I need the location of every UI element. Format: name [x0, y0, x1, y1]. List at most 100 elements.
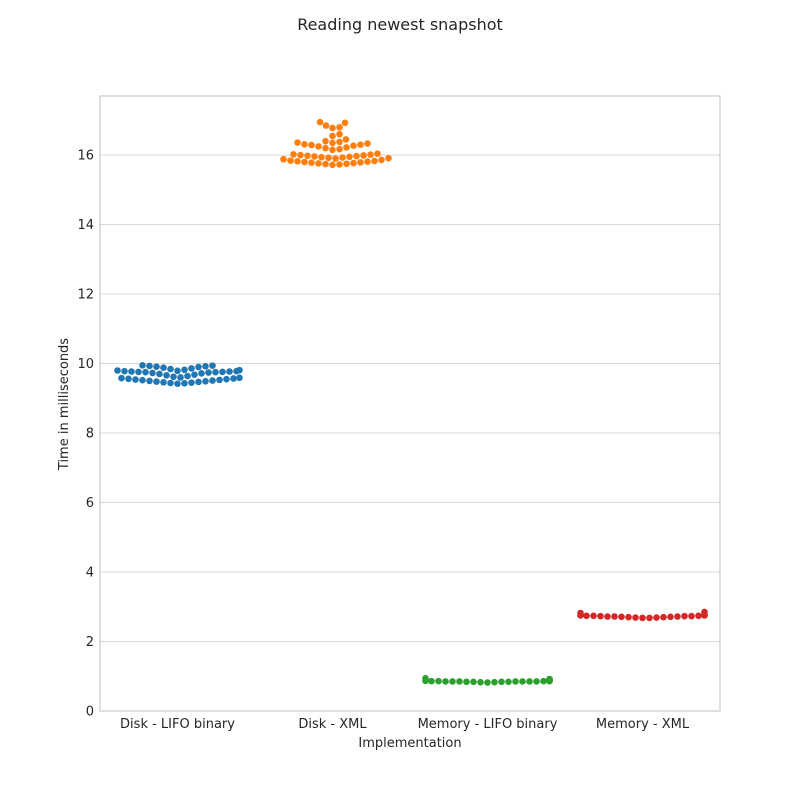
data-point: [160, 364, 167, 372]
x-tick-label: Disk - XML: [298, 717, 367, 732]
data-point: [674, 613, 681, 620]
data-point: [315, 143, 322, 150]
data-point: [540, 677, 547, 685]
data-point: [442, 678, 449, 685]
data-point: [336, 130, 343, 138]
data-point: [209, 377, 216, 384]
data-point: [322, 160, 329, 168]
data-point: [188, 365, 195, 372]
data-point: [153, 363, 160, 370]
data-point: [332, 155, 339, 162]
data-point: [315, 160, 322, 167]
data-point: [512, 678, 519, 685]
data-point: [611, 613, 618, 620]
data-point: [385, 154, 392, 162]
data-point: [322, 137, 329, 145]
data-point: [226, 368, 233, 375]
data-point: [125, 375, 132, 383]
data-point: [209, 362, 216, 369]
y-tick-label: 0: [86, 705, 94, 720]
data-point: [519, 678, 526, 685]
data-point: [287, 157, 294, 164]
data-point: [153, 378, 160, 385]
data-point: [374, 150, 381, 157]
data-point: [290, 151, 297, 158]
data-point: [336, 161, 343, 168]
data-point: [470, 678, 477, 686]
x-tick-label: Memory - LIFO binary: [418, 717, 558, 732]
data-point: [336, 123, 343, 131]
data-point: [364, 158, 371, 165]
data-point: [526, 678, 533, 685]
data-point: [325, 154, 332, 162]
grid-lines: [100, 154, 720, 712]
data-point: [212, 368, 219, 376]
data-point: [311, 153, 318, 160]
data-point: [132, 376, 139, 383]
data-point: [236, 366, 243, 374]
plot-frame: [99, 95, 721, 712]
data-point: [195, 378, 202, 386]
y-tick-label: 10: [77, 357, 94, 372]
data-point: [681, 612, 688, 620]
data-point: [422, 675, 429, 682]
data-point: [463, 678, 470, 686]
data-point: [357, 159, 364, 166]
data-point: [342, 136, 350, 143]
y-axis-ticks: 0 2 4 6 8 10 12 14 16: [77, 149, 94, 720]
data-point: [202, 377, 209, 385]
data-point: [174, 380, 181, 387]
data-point: [219, 368, 226, 376]
data-point: [604, 613, 611, 620]
data-point: [435, 677, 442, 685]
data-point: [533, 678, 540, 685]
data-point: [428, 677, 435, 685]
data-point: [346, 153, 353, 161]
data-point: [618, 613, 625, 621]
data-point: [336, 138, 343, 146]
x-axis-ticks: Disk - LIFO binary Disk - XML Memory - LIF…: [120, 717, 690, 732]
data-point: [177, 374, 184, 381]
data-point: [160, 379, 167, 386]
data-point: [353, 152, 360, 160]
data-point: [343, 144, 350, 151]
x-tick-label: Memory - XML: [596, 717, 690, 732]
data-point: [339, 154, 346, 161]
data-point: [301, 158, 308, 166]
data-point: [477, 678, 484, 686]
data-point: [484, 679, 491, 686]
data-point: [114, 367, 121, 374]
y-tick-label: 16: [77, 149, 94, 164]
data-point: [597, 612, 604, 620]
data-point: [118, 374, 125, 382]
data-point: [329, 124, 336, 132]
data-point: [350, 159, 357, 167]
y-tick-label: 8: [86, 427, 94, 442]
data-point: [149, 369, 156, 377]
data-point: [367, 151, 374, 159]
y-tick-label: 6: [86, 496, 94, 511]
y-tick-label: 14: [77, 218, 94, 233]
data-point: [216, 376, 223, 384]
x-axis-label: Implementation: [358, 736, 461, 751]
data-point: [297, 151, 304, 159]
data-point: [146, 362, 153, 370]
data-point: [294, 158, 301, 165]
data-point: [181, 366, 188, 374]
data-point: [329, 161, 336, 169]
data-point: [170, 373, 177, 381]
data-point: [301, 140, 308, 148]
y-tick-label: 2: [86, 635, 94, 650]
data-point: [360, 152, 367, 159]
chart-title: Reading newest snapshot: [297, 15, 503, 34]
data-point: [491, 678, 498, 686]
data-points: [114, 118, 708, 686]
data-point: [174, 367, 181, 375]
data-point: [378, 156, 385, 164]
data-point: [350, 142, 357, 149]
data-point: [294, 139, 301, 146]
data-point: [646, 614, 653, 622]
data-point: [632, 614, 639, 621]
data-point: [142, 368, 149, 376]
